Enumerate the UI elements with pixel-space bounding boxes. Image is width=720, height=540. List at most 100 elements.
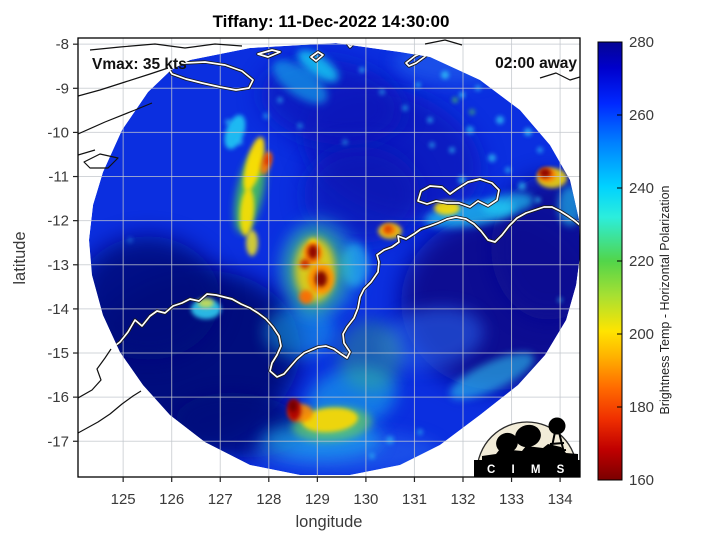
x-tick-label: 129 xyxy=(305,491,330,508)
logo-dish-left-icon xyxy=(496,432,518,454)
coastline-black xyxy=(78,348,112,399)
logo-banner xyxy=(474,460,580,477)
plot-title: Tiffany: 11-Dec-2022 14:30:00 xyxy=(213,12,450,31)
y-tick-label: -14 xyxy=(47,301,69,318)
bt-speckle xyxy=(277,97,283,103)
bt-feature xyxy=(539,168,551,178)
bt-speckle xyxy=(263,113,269,119)
coastline-white xyxy=(310,51,324,62)
bt-speckle xyxy=(127,237,133,243)
bt-speckle xyxy=(505,167,511,173)
bt-speckle xyxy=(225,119,231,125)
x-tick-label: 128 xyxy=(256,491,281,508)
plot-frame xyxy=(77,37,581,478)
bt-speckle xyxy=(415,82,421,88)
bt-speckle xyxy=(427,117,433,123)
bt-speckle xyxy=(417,429,423,435)
colorbar-tick-label: 260 xyxy=(629,107,654,124)
vmax-annotation: Vmax: 35 kts xyxy=(92,56,187,73)
cimss-logo xyxy=(474,417,580,477)
bt-speckle xyxy=(452,97,458,103)
bt-speckle xyxy=(342,139,348,145)
swath-clipped-group xyxy=(89,43,580,475)
colorbar-tick-label: 180 xyxy=(629,399,654,416)
bt-feature xyxy=(302,407,358,433)
colorbar-tick-label: 280 xyxy=(629,34,654,51)
bt-feature xyxy=(558,186,580,226)
bt-speckle xyxy=(497,75,503,81)
bt-speckle xyxy=(537,147,543,153)
bt-feature xyxy=(264,154,272,166)
bt-feature xyxy=(315,271,327,287)
coastline-black xyxy=(539,72,580,81)
bt-feature xyxy=(482,193,534,215)
bt-speckle xyxy=(297,123,303,129)
bt-speckle xyxy=(369,453,375,459)
coastline-black xyxy=(78,102,153,135)
coastline-white xyxy=(111,206,580,378)
bt-feature xyxy=(246,230,258,256)
x-tick-label: 134 xyxy=(548,491,573,508)
bt-speckle xyxy=(379,89,385,95)
cimss-logo-text: C I M S S xyxy=(487,464,595,476)
y-tick-label: -13 xyxy=(47,257,69,274)
coastline-white xyxy=(343,43,358,48)
bt-feature xyxy=(299,290,313,304)
y-tick-label: -8 xyxy=(56,36,69,53)
x-tick-label: 132 xyxy=(450,491,475,508)
colorbar-tick-label: 220 xyxy=(629,253,654,270)
bt-speckle xyxy=(449,147,455,153)
bt-feature xyxy=(289,400,297,412)
x-tick-label: 125 xyxy=(111,491,136,508)
bt-speckle xyxy=(496,116,504,124)
coastline-white xyxy=(417,178,500,208)
coastlines-outside-swath xyxy=(78,39,593,434)
coastline-black xyxy=(78,67,169,97)
y-tick-label: -10 xyxy=(47,124,69,141)
coastline-black xyxy=(424,39,463,46)
bt-speckle xyxy=(518,182,526,190)
y-tick-label: -11 xyxy=(48,169,69,186)
bt-speckle xyxy=(512,97,518,103)
bt-feature xyxy=(449,352,535,400)
x-axis-label: longitude xyxy=(296,513,363,531)
logo-water-tower-icon xyxy=(547,431,567,462)
bt-speckle xyxy=(535,197,541,203)
coastline-white xyxy=(167,61,254,91)
bt-feature xyxy=(243,136,265,192)
colorbar-tick-label: 200 xyxy=(629,326,654,343)
coastline-black xyxy=(89,43,243,51)
coastline-white xyxy=(257,49,281,58)
y-axis-label: latitude xyxy=(11,231,29,284)
x-tick-label: 133 xyxy=(499,491,524,508)
bt-speckle xyxy=(402,105,408,111)
y-tick-label: -12 xyxy=(47,213,69,230)
bt-speckle xyxy=(459,92,465,98)
coastline-black xyxy=(78,390,142,434)
y-tick-label: -9 xyxy=(56,80,69,97)
colorbar-label: Brightness Temp - Horizontal Polarizatio… xyxy=(658,185,672,414)
x-tick-label: 131 xyxy=(402,491,427,508)
bt-feature xyxy=(272,60,328,104)
x-tick-label: 127 xyxy=(208,491,233,508)
bt-speckle xyxy=(441,71,449,79)
bt-feature xyxy=(297,49,339,83)
bt-feature xyxy=(239,188,255,236)
y-tick-label: -16 xyxy=(47,389,69,406)
coastline-black xyxy=(581,226,593,230)
x-tick-label: 130 xyxy=(353,491,378,508)
bt-speckle xyxy=(458,176,466,184)
colorbar-tick-label: 240 xyxy=(629,180,654,197)
bt-feature xyxy=(300,259,310,269)
bt-speckle xyxy=(386,436,394,444)
bt-speckle xyxy=(469,109,475,115)
swath-layer xyxy=(89,43,580,475)
bt-speckle xyxy=(359,67,365,73)
bt-feature xyxy=(89,236,220,360)
bt-speckle xyxy=(429,142,435,148)
island-black xyxy=(83,153,119,169)
y-tick-label: -15 xyxy=(47,345,69,362)
bt-speckle xyxy=(488,154,496,162)
